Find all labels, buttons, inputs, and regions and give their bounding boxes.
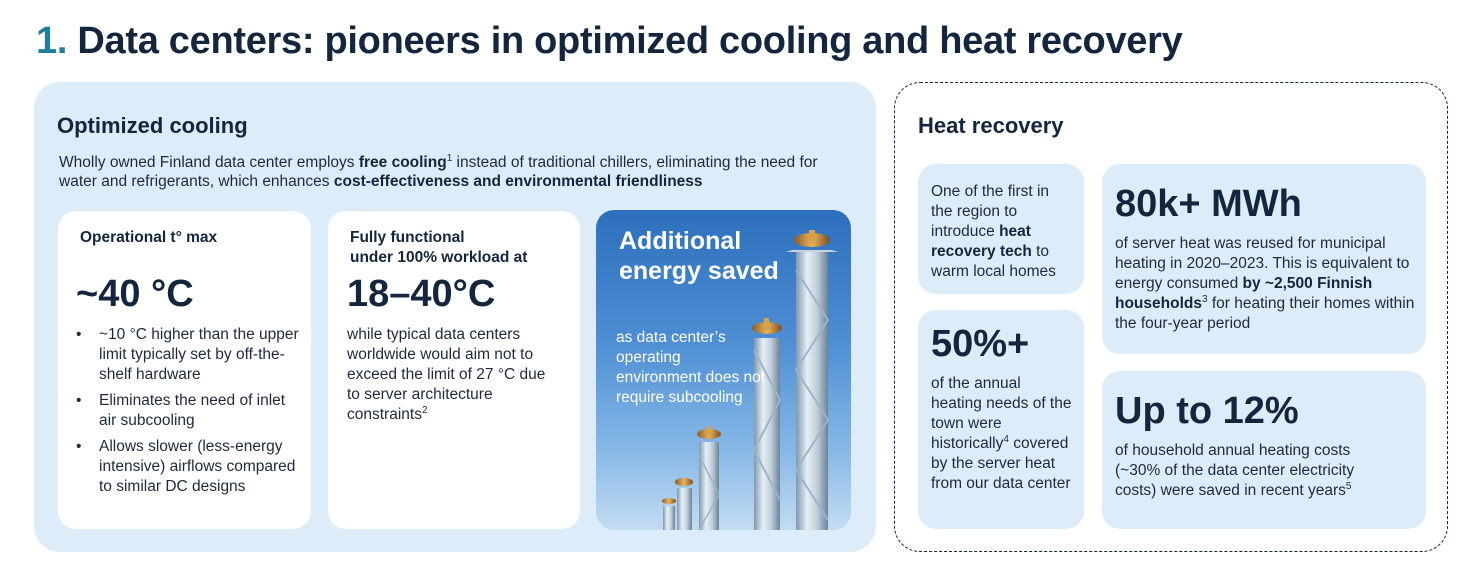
chimney xyxy=(752,318,782,530)
card2-text: while typical data centers worldwide wou… xyxy=(347,325,547,425)
card1-bullets: ~10 °C higher than the upper limit typic… xyxy=(76,325,301,503)
bullet-item: Eliminates the need of inlet air subcool… xyxy=(76,391,301,431)
chimneys-illustration xyxy=(662,230,838,530)
desc-bold-free-cooling: free cooling xyxy=(358,154,447,171)
chimney xyxy=(662,498,676,530)
footnote-2: 2 xyxy=(421,404,428,416)
desc-bold-cost: cost-effectiveness and environmental fri… xyxy=(333,173,703,190)
box4-text: of household annual heating costs (~30% … xyxy=(1115,442,1355,499)
heat-box-savings xyxy=(1102,371,1426,529)
box3-text: of server heat was reused for municipal … xyxy=(1115,235,1410,292)
chimney xyxy=(697,426,721,530)
title-text: Data centers: pioneers in optimized cool… xyxy=(77,20,1183,62)
card2-value: 18–40°C xyxy=(347,273,496,315)
heat-box4-value: Up to 12% xyxy=(1115,390,1299,432)
card2-label-line1: Fully functional xyxy=(350,229,465,246)
card1-value: ~40 °C xyxy=(76,273,194,315)
heat-box-mwh xyxy=(1102,164,1426,354)
chimney xyxy=(786,230,838,530)
card2-label-line2: under 100% workload at xyxy=(350,249,528,266)
page-title: 1. Data centers: pioneers in optimized c… xyxy=(36,20,1183,63)
heat-box1-text: One of the first in the region to introd… xyxy=(931,182,1073,282)
box2-text: covered by the server heat from our data… xyxy=(931,435,1071,492)
bullet-item: ~10 °C higher than the upper limit typic… xyxy=(76,325,301,385)
heat-box2-text: of the annual heating needs of the town … xyxy=(931,374,1073,494)
card3-title: Additional energy saved xyxy=(619,227,779,285)
card1-label: Operational t° max xyxy=(80,229,218,246)
heat-box2-value: 50%+ xyxy=(931,323,1030,365)
box1-text: One of the first in the region to introd… xyxy=(931,183,1050,240)
chimney xyxy=(675,478,693,530)
desc-text: instead of traditional chillers, elimina… xyxy=(59,154,818,190)
desc-text: Wholly owned Finland data center employs xyxy=(59,154,359,171)
footnote-4: 4 xyxy=(1003,433,1009,445)
bullet-item: Allows slower (less-energy intensive) ai… xyxy=(76,437,301,497)
heat-recovery-panel xyxy=(894,82,1448,552)
box2-text: of the annual heating needs of the town … xyxy=(931,375,1072,452)
box1-text: to warm local homes xyxy=(931,243,1056,280)
heat-box-town-needs xyxy=(918,310,1084,529)
footnote-3: 3 xyxy=(1201,293,1208,305)
box3-bold: by ~2,500 Finnish households xyxy=(1115,275,1373,312)
title-number: 1. xyxy=(36,20,68,62)
heat-box3-text: of server heat was reused for municipal … xyxy=(1115,234,1415,334)
heat-box3-value: 80k+ MWh xyxy=(1115,183,1302,225)
footnote-5: 5 xyxy=(1345,480,1352,492)
box1-bold: heat recovery tech xyxy=(931,223,1032,260)
footnote-1: 1 xyxy=(446,152,453,164)
heat-box4-text: of household annual heating costs (~30% … xyxy=(1115,441,1385,501)
heat-box-first-in-region xyxy=(918,164,1084,294)
cooling-description: Wholly owned Finland data center employs… xyxy=(59,153,859,191)
chimneys-photo-card: Additional energy saved as data center’s… xyxy=(596,210,851,530)
cooling-heading: Optimized cooling xyxy=(57,113,248,138)
heat-heading: Heat recovery xyxy=(918,113,1064,138)
card2-label: Fully functional under 100% workload at xyxy=(350,228,570,268)
box3-text: for heating their homes within the four-… xyxy=(1115,295,1415,332)
card-workload-range xyxy=(328,211,580,529)
card3-text: as data center’s operating environment d… xyxy=(616,329,766,406)
card2-text-body: while typical data centers worldwide wou… xyxy=(347,326,546,423)
